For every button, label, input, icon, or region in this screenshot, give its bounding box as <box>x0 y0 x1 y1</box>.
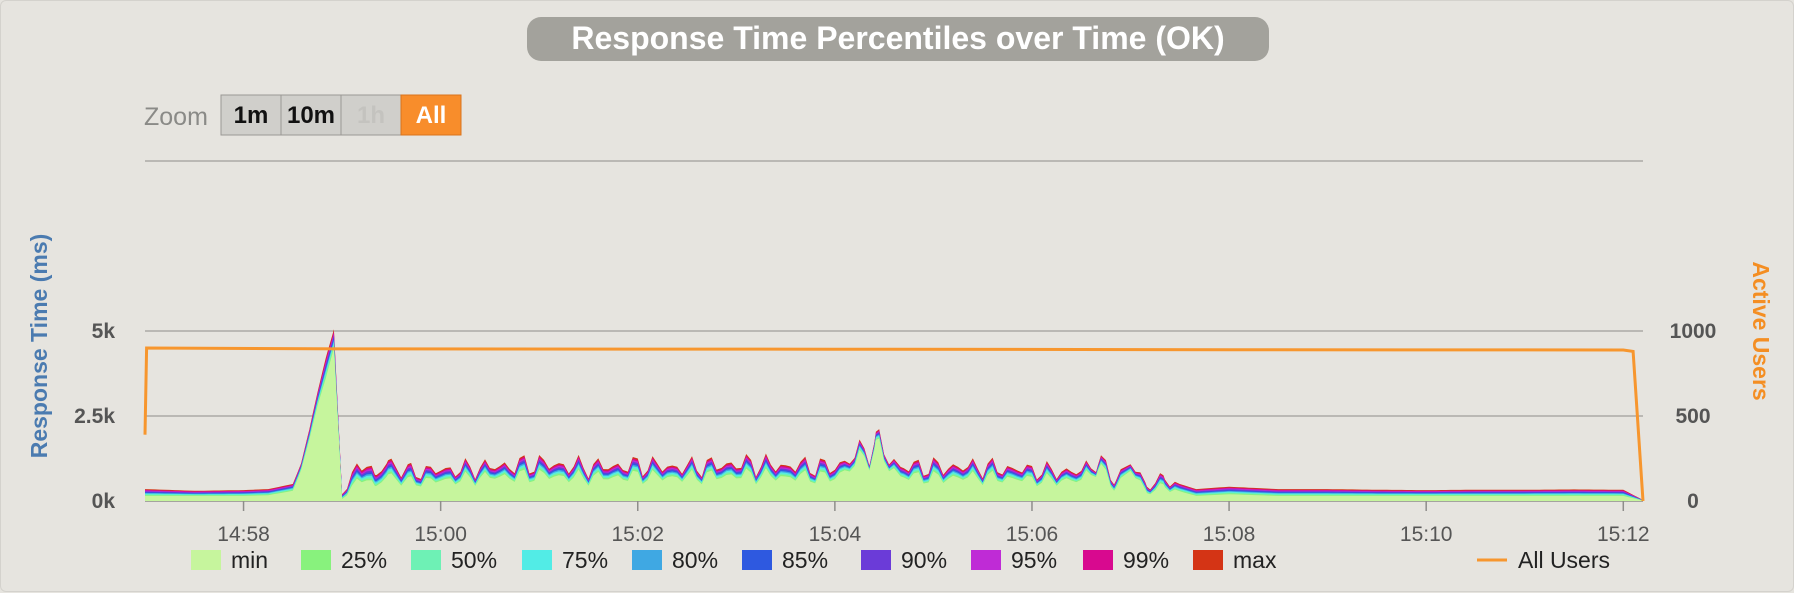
legend-item-all-users[interactable]: All Users <box>1477 547 1610 573</box>
legend-label: 95% <box>1011 547 1057 573</box>
legend-swatch <box>742 550 772 570</box>
x-tick-label: 15:00 <box>414 523 467 546</box>
legend-label: 80% <box>672 547 718 573</box>
legend-label: 85% <box>782 547 828 573</box>
percentile-bands <box>145 329 1643 501</box>
series-area-max <box>145 329 1643 501</box>
y-axis-right-label: Active Users <box>1748 261 1774 400</box>
legend-item-max[interactable]: max <box>1193 547 1277 573</box>
legend-item-95pct[interactable]: 95% <box>971 547 1057 573</box>
legend: min 25% 50% 75% 80% 85% 90% 95% 99% max All Users <box>191 547 1610 573</box>
zoom-button-label: 1m <box>234 102 269 129</box>
legend-label: 50% <box>451 547 497 573</box>
legend-swatch <box>1193 550 1223 570</box>
legend-swatch <box>411 550 441 570</box>
chart-title: Response Time Percentiles over Time (OK) <box>571 20 1224 56</box>
legend-label: 99% <box>1123 547 1169 573</box>
y-tick-left: 2.5k <box>74 405 115 428</box>
zoom-label: Zoom <box>144 103 208 131</box>
legend-item-75pct[interactable]: 75% <box>522 547 608 573</box>
y-axis-left-ticks: 0k 2.5k 5k <box>74 320 115 513</box>
legend-label: 75% <box>562 547 608 573</box>
legend-item-99pct[interactable]: 99% <box>1083 547 1169 573</box>
y-tick-left: 0k <box>92 490 116 513</box>
x-tick-label: 15:06 <box>1006 523 1059 546</box>
x-tick-label: 15:12 <box>1597 523 1650 546</box>
y-tick-left: 5k <box>92 320 116 343</box>
legend-swatch <box>861 550 891 570</box>
zoom-button-all[interactable]: All <box>400 94 462 136</box>
chart-title-pill: Response Time Percentiles over Time (OK) <box>527 17 1269 61</box>
legend-item-90pct[interactable]: 90% <box>861 547 947 573</box>
y-axis-left-label: Response Time (ms) <box>26 234 52 459</box>
legend-item-85pct[interactable]: 85% <box>742 547 828 573</box>
zoom-button-label: All <box>416 102 447 129</box>
legend-swatch <box>971 550 1001 570</box>
legend-item-25pct[interactable]: 25% <box>301 547 387 573</box>
y-axis-right-ticks: 0 500 1000 <box>1670 320 1717 513</box>
zoom-button-group: 1m 10m 1h All <box>220 94 462 136</box>
legend-label: min <box>231 547 268 573</box>
legend-swatch <box>1083 550 1113 570</box>
legend-item-min[interactable]: min <box>191 547 268 573</box>
x-tick-label: 14:58 <box>217 523 270 546</box>
x-tick-label: 15:08 <box>1203 523 1256 546</box>
x-tick-label: 15:04 <box>809 523 862 546</box>
legend-swatch <box>191 550 221 570</box>
y-tick-right: 500 <box>1675 405 1710 428</box>
legend-label: 90% <box>901 547 947 573</box>
legend-item-50pct[interactable]: 50% <box>411 547 497 573</box>
legend-label: max <box>1233 547 1277 573</box>
zoom-button-1m[interactable]: 1m <box>220 94 282 136</box>
legend-swatch <box>632 550 662 570</box>
x-tick-label: 15:02 <box>611 523 664 546</box>
x-axis-ticks: 14:58 15:00 15:02 15:04 15:06 15:08 15:10 15:12 <box>217 501 1650 546</box>
zoom-button-label: 1h <box>357 102 385 129</box>
legend-item-80pct[interactable]: 80% <box>632 547 718 573</box>
zoom-button-10m[interactable]: 10m <box>280 94 342 136</box>
y-tick-right: 1000 <box>1670 320 1717 343</box>
y-tick-right: 0 <box>1687 490 1699 513</box>
grid <box>145 160 1643 502</box>
series-line-all-users <box>143 346 1645 502</box>
legend-label: 25% <box>341 547 387 573</box>
x-tick-label: 15:10 <box>1400 523 1453 546</box>
zoom-button-label: 10m <box>287 102 335 129</box>
legend-label: All Users <box>1518 547 1610 573</box>
series-area-min <box>145 348 1643 501</box>
legend-swatch <box>301 550 331 570</box>
zoom-button-1h: 1h <box>340 94 402 136</box>
legend-swatch <box>522 550 552 570</box>
